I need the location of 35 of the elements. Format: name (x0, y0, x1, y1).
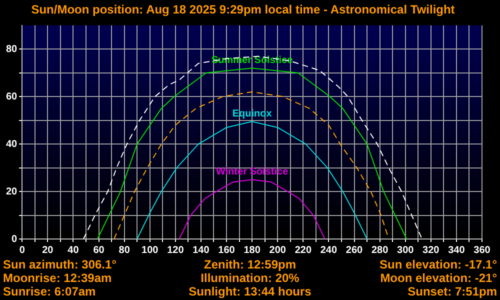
x-tick-label: 220 (294, 244, 312, 256)
x-tick-label: 180 (244, 244, 261, 256)
text: Moonrise: 12:39am (3, 270, 112, 285)
line-series (114, 91, 390, 239)
x-tick-label: 60 (93, 244, 105, 256)
text: Sunlight: 13:44 hours (188, 284, 312, 298)
x-tick-label: 40 (68, 244, 80, 256)
x-tick-label: 280 (371, 244, 389, 256)
x-tick-label: 320 (422, 244, 440, 256)
x-tick-label: 160 (218, 244, 236, 256)
y-tick-label: 80 (6, 44, 18, 55)
x-tick-label: 80 (118, 244, 130, 256)
text: Sunrise: 6:07am (3, 284, 96, 298)
x-tick-label: 240 (320, 244, 338, 256)
text: Moon elevation: -21° (380, 270, 498, 285)
y-tick-label: 0 (12, 234, 18, 245)
text: Sunset: 7:51pm (408, 284, 497, 298)
chart-title: Sun/Moon position: Aug 18 2025 9:29pm local time - Astronomical Twilight (31, 2, 455, 17)
x-tick-label: 260 (346, 244, 364, 256)
y-tick-label: 20 (6, 186, 18, 198)
x-tick-label: 340 (448, 244, 466, 256)
text: Zenith: 12:59pm (204, 257, 296, 272)
x-tick-label: 0 (19, 244, 26, 256)
x-tick-label: 200 (269, 244, 286, 256)
x-tick-label: 140 (192, 244, 210, 256)
text: Illumination: 20% (200, 270, 300, 285)
x-tick-label: 100 (142, 244, 159, 256)
x-tick-label: 20 (42, 244, 54, 256)
y-tick-label: 60 (6, 91, 18, 102)
x-tick-label: 300 (397, 244, 414, 256)
text: Sun elevation: -17.1° (380, 257, 498, 272)
text: Sun azimuth: 306.1° (3, 257, 117, 272)
x-tick-label: 360 (474, 244, 491, 256)
y-tick-label: 40 (6, 138, 18, 150)
x-tick-label: 120 (167, 244, 184, 256)
